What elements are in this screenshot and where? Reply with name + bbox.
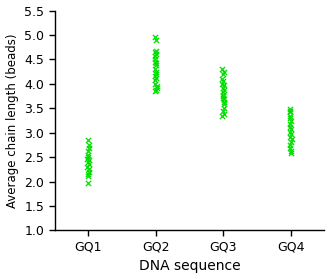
Point bbox=[287, 146, 292, 151]
Point bbox=[220, 79, 226, 84]
Point bbox=[86, 146, 91, 151]
Point bbox=[289, 131, 294, 136]
Point bbox=[287, 107, 293, 112]
Point bbox=[86, 170, 92, 174]
Point bbox=[287, 143, 293, 147]
Point bbox=[153, 76, 159, 80]
Point bbox=[86, 149, 91, 153]
Point bbox=[153, 60, 158, 64]
Point bbox=[288, 151, 294, 155]
Point bbox=[152, 78, 158, 82]
Point bbox=[153, 72, 159, 76]
Point bbox=[153, 57, 158, 62]
Point bbox=[221, 106, 227, 110]
Point bbox=[85, 153, 90, 157]
Point bbox=[220, 86, 225, 90]
Point bbox=[152, 53, 158, 58]
Point bbox=[153, 51, 159, 56]
Point bbox=[221, 102, 227, 107]
Point bbox=[153, 48, 158, 53]
Point bbox=[85, 181, 90, 185]
Point bbox=[220, 67, 225, 71]
Point bbox=[85, 165, 90, 169]
Point bbox=[287, 109, 292, 113]
Point bbox=[221, 100, 226, 105]
Point bbox=[288, 125, 293, 129]
Point bbox=[152, 67, 158, 71]
Point bbox=[288, 116, 293, 120]
Point bbox=[221, 112, 227, 116]
Point bbox=[85, 174, 90, 178]
Point bbox=[221, 92, 226, 97]
Point bbox=[221, 97, 227, 102]
Point bbox=[85, 172, 90, 176]
Point bbox=[153, 50, 158, 54]
Point bbox=[153, 61, 158, 66]
Point bbox=[288, 122, 293, 126]
Point bbox=[220, 95, 225, 100]
Point bbox=[153, 38, 158, 42]
Point bbox=[289, 118, 294, 123]
Point bbox=[152, 82, 157, 86]
Point bbox=[154, 63, 159, 68]
Point bbox=[86, 162, 91, 166]
Point bbox=[86, 158, 92, 162]
Point bbox=[288, 127, 293, 131]
Point bbox=[153, 35, 158, 40]
Point bbox=[287, 134, 292, 139]
Point bbox=[86, 160, 91, 164]
Point bbox=[287, 129, 293, 134]
Point bbox=[86, 167, 92, 172]
Point bbox=[220, 72, 226, 76]
Point bbox=[289, 149, 294, 153]
Point bbox=[221, 69, 226, 74]
Point bbox=[221, 94, 226, 98]
Point bbox=[85, 157, 90, 161]
Point bbox=[220, 90, 225, 94]
Point bbox=[221, 88, 226, 92]
Point bbox=[220, 77, 225, 81]
Point bbox=[154, 84, 159, 88]
Point bbox=[86, 143, 92, 147]
Point bbox=[152, 74, 157, 78]
Point bbox=[154, 86, 159, 90]
Point bbox=[220, 113, 225, 118]
Point bbox=[288, 110, 293, 114]
Point bbox=[289, 136, 294, 141]
Point bbox=[220, 82, 225, 86]
Point bbox=[154, 88, 159, 92]
Point bbox=[85, 138, 91, 142]
Point bbox=[221, 109, 226, 113]
Y-axis label: Average chain length (beads): Average chain length (beads) bbox=[6, 33, 18, 208]
Point bbox=[153, 89, 158, 93]
Point bbox=[85, 155, 90, 159]
Point bbox=[289, 139, 294, 144]
Point bbox=[221, 83, 227, 87]
X-axis label: DNA sequence: DNA sequence bbox=[139, 259, 240, 273]
Point bbox=[153, 69, 158, 74]
Point bbox=[288, 113, 293, 118]
